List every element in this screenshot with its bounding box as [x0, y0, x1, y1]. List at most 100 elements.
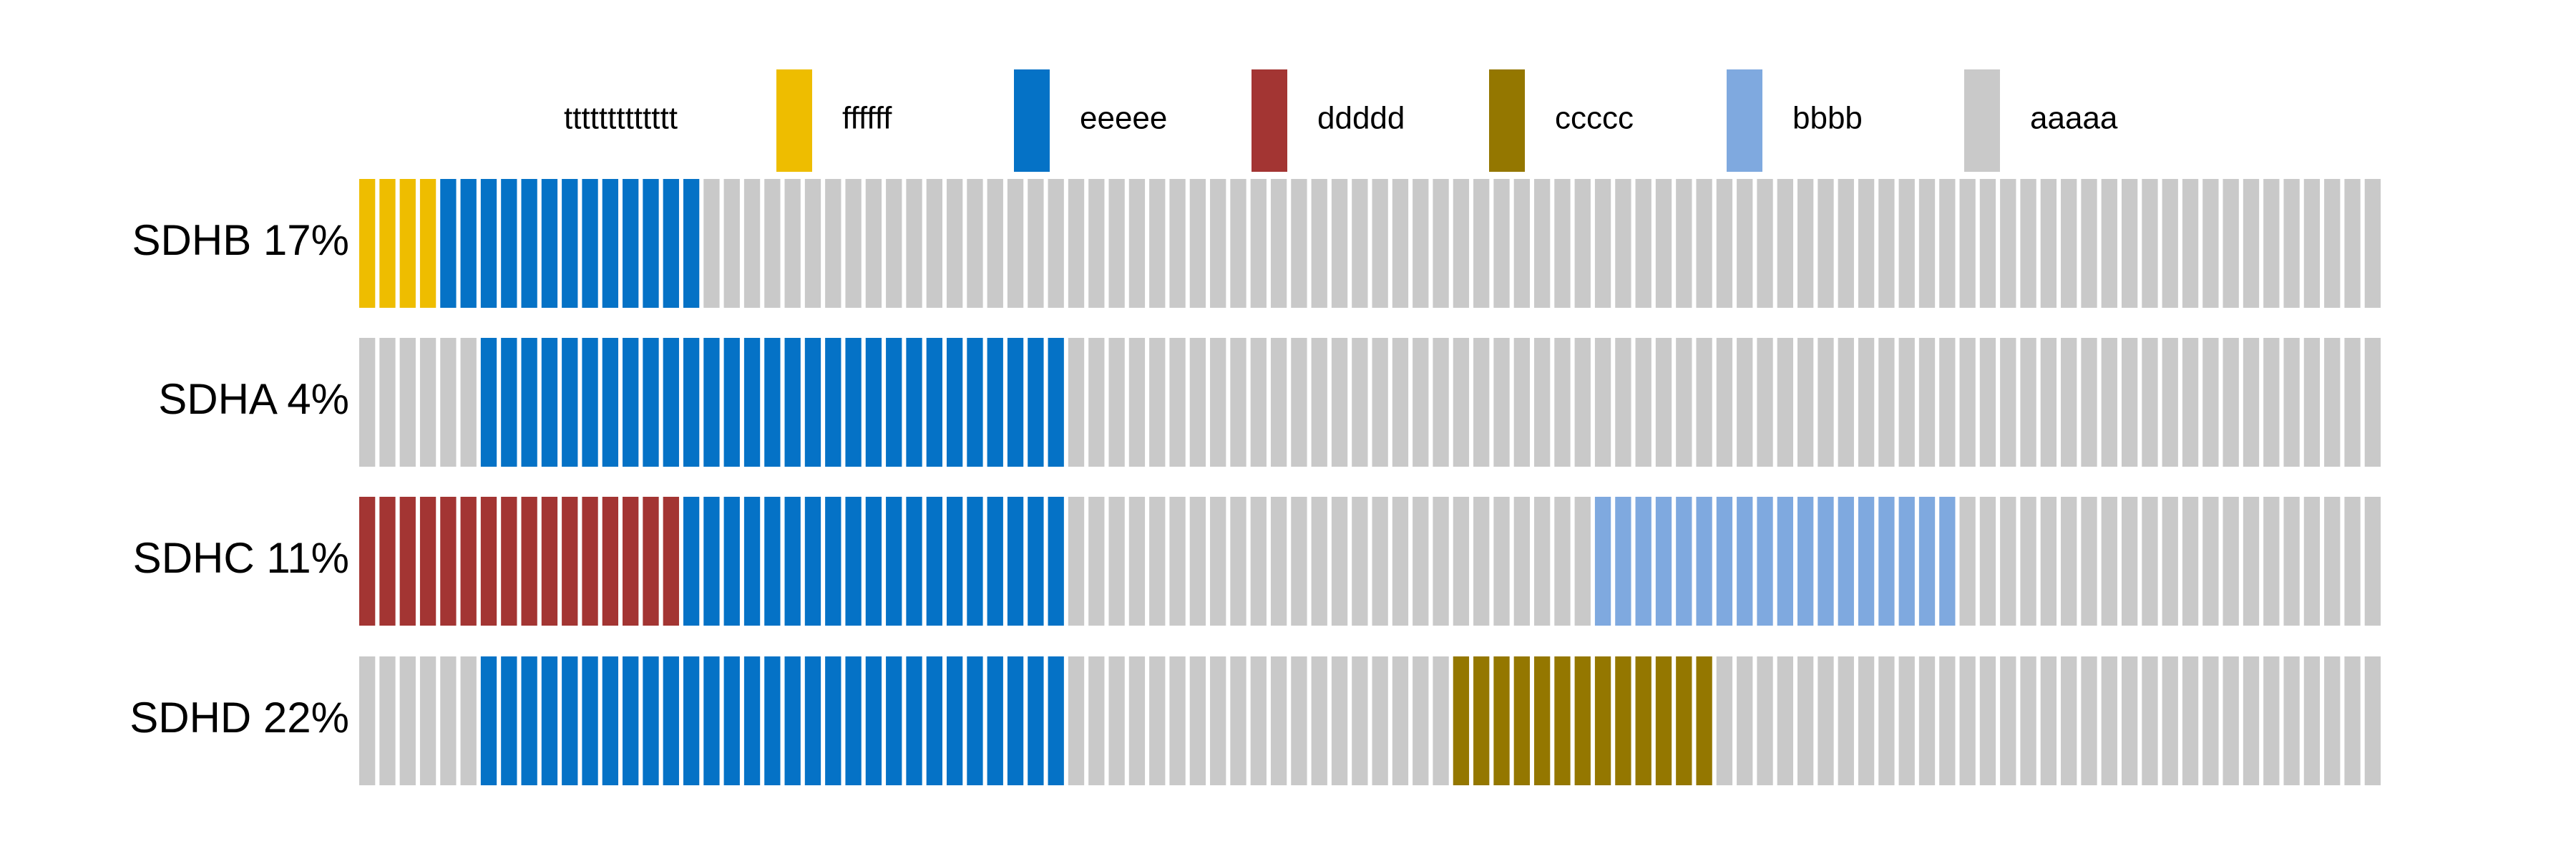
- cell-aaaaa: [1473, 497, 1490, 626]
- cell-eeeee: [987, 497, 1003, 626]
- cell-eeeee: [946, 338, 963, 467]
- cell-aaaaa: [1757, 179, 1773, 308]
- cell-aaaaa: [1918, 656, 1936, 785]
- cell-aaaaa: [1392, 656, 1409, 785]
- cell-aaaaa: [1838, 656, 1854, 785]
- cell-aaaaa: [2283, 179, 2300, 308]
- cell-ddddd: [379, 497, 396, 626]
- cell-aaaaa: [1230, 179, 1246, 308]
- cell-eeeee: [906, 656, 922, 785]
- cell-eeeee: [1048, 338, 1064, 467]
- cell-bbbb: [1594, 497, 1611, 626]
- cell-ccccc: [1574, 656, 1591, 785]
- cell-eeeee: [906, 338, 922, 467]
- cell-ddddd: [582, 497, 598, 626]
- cell-aaaaa: [1493, 497, 1510, 626]
- cell-aaaaa: [2061, 179, 2077, 308]
- cell-aaaaa: [1574, 497, 1591, 626]
- cell-aaaaa: [1352, 338, 1368, 467]
- cell-eeeee: [825, 497, 841, 626]
- cell-aaaaa: [1818, 656, 1834, 785]
- cell-eeeee: [602, 338, 619, 467]
- cell-aaaaa: [1939, 656, 1956, 785]
- cell-eeeee: [987, 656, 1003, 785]
- cell-bbbb: [1696, 497, 1712, 626]
- cell-aaaaa: [1513, 338, 1530, 467]
- cell-aaaaa: [1676, 179, 1692, 308]
- cell-aaaaa: [1068, 656, 1085, 785]
- cell-eeeee: [501, 656, 517, 785]
- cell-aaaaa: [2162, 338, 2178, 467]
- cell-ccccc: [1615, 656, 1631, 785]
- cell-eeeee: [804, 338, 821, 467]
- cell-aaaaa: [1858, 179, 1875, 308]
- cell-aaaaa: [1270, 497, 1287, 626]
- cell-aaaaa: [2243, 497, 2260, 626]
- cell-eeeee: [825, 338, 841, 467]
- cell-aaaaa: [2364, 179, 2381, 308]
- cell-aaaaa: [2364, 338, 2381, 467]
- cell-eeeee: [723, 497, 740, 626]
- cell-aaaaa: [1615, 179, 1631, 308]
- cell-bbbb: [1757, 497, 1773, 626]
- cell-eeeee: [764, 656, 781, 785]
- cell-aaaaa: [2243, 656, 2260, 785]
- cell-aaaaa: [1493, 338, 1510, 467]
- cell-aaaaa: [2243, 179, 2260, 308]
- cell-aaaaa: [1088, 179, 1105, 308]
- cell-aaaaa: [1757, 338, 1773, 467]
- cell-aaaaa: [1838, 179, 1854, 308]
- cell-ccccc: [1533, 656, 1551, 785]
- cell-aaaaa: [1189, 497, 1206, 626]
- cell-aaaaa: [1513, 179, 1530, 308]
- cell-aaaaa: [2101, 497, 2117, 626]
- cell-ddddd: [501, 497, 517, 626]
- legend-label-eeeee: eeeee: [1080, 101, 1167, 136]
- cell-bbbb: [1858, 497, 1875, 626]
- cell-eeeee: [825, 656, 841, 785]
- cell-eeeee: [703, 497, 720, 626]
- cell-aaaaa: [1250, 338, 1267, 467]
- cell-eeeee: [460, 179, 477, 308]
- cell-aaaaa: [1959, 179, 1976, 308]
- cell-eeeee: [541, 338, 558, 467]
- cell-aaaaa: [2283, 656, 2300, 785]
- cell-aaaaa: [2142, 656, 2158, 785]
- cell-aaaaa: [2364, 497, 2381, 626]
- cell-eeeee: [521, 338, 537, 467]
- cell-aaaaa: [1635, 179, 1652, 308]
- cell-aaaaa: [1413, 656, 1429, 785]
- cell-aaaaa: [946, 179, 963, 308]
- cell-eeeee: [804, 656, 821, 785]
- cell-aaaaa: [1574, 338, 1591, 467]
- legend-swatch-bbbb: [1727, 69, 1762, 172]
- cell-ddddd: [602, 497, 619, 626]
- cell-eeeee: [582, 179, 598, 308]
- legend-title: ttttttttttttt: [564, 101, 678, 136]
- cell-eeeee: [562, 338, 578, 467]
- cell-ddddd: [521, 497, 537, 626]
- cell-aaaaa: [2303, 338, 2321, 467]
- cell-aaaaa: [1108, 497, 1125, 626]
- cell-aaaaa: [1230, 656, 1246, 785]
- cell-aaaaa: [2142, 497, 2158, 626]
- cell-aaaaa: [2182, 338, 2199, 467]
- cell-aaaaa: [1716, 179, 1733, 308]
- cell-eeeee: [743, 497, 761, 626]
- cell-aaaaa: [1088, 338, 1105, 467]
- row-label: SDHC 11%: [133, 534, 349, 582]
- cell-aaaaa: [784, 179, 801, 308]
- cell-aaaaa: [1878, 338, 1895, 467]
- cell-aaaaa: [1250, 656, 1267, 785]
- cell-aaaaa: [2344, 338, 2361, 467]
- cell-ccccc: [1554, 656, 1571, 785]
- cell-aaaaa: [2121, 338, 2138, 467]
- cell-aaaaa: [2344, 179, 2361, 308]
- cell-eeeee: [723, 338, 740, 467]
- cell-eeeee: [501, 338, 517, 467]
- row-sdhb-17: SDHB 17%: [132, 179, 2381, 308]
- cell-aaaaa: [1189, 179, 1206, 308]
- cell-aaaaa: [1979, 338, 1996, 467]
- cell-ccccc: [1655, 656, 1672, 785]
- cell-aaaaa: [906, 179, 922, 308]
